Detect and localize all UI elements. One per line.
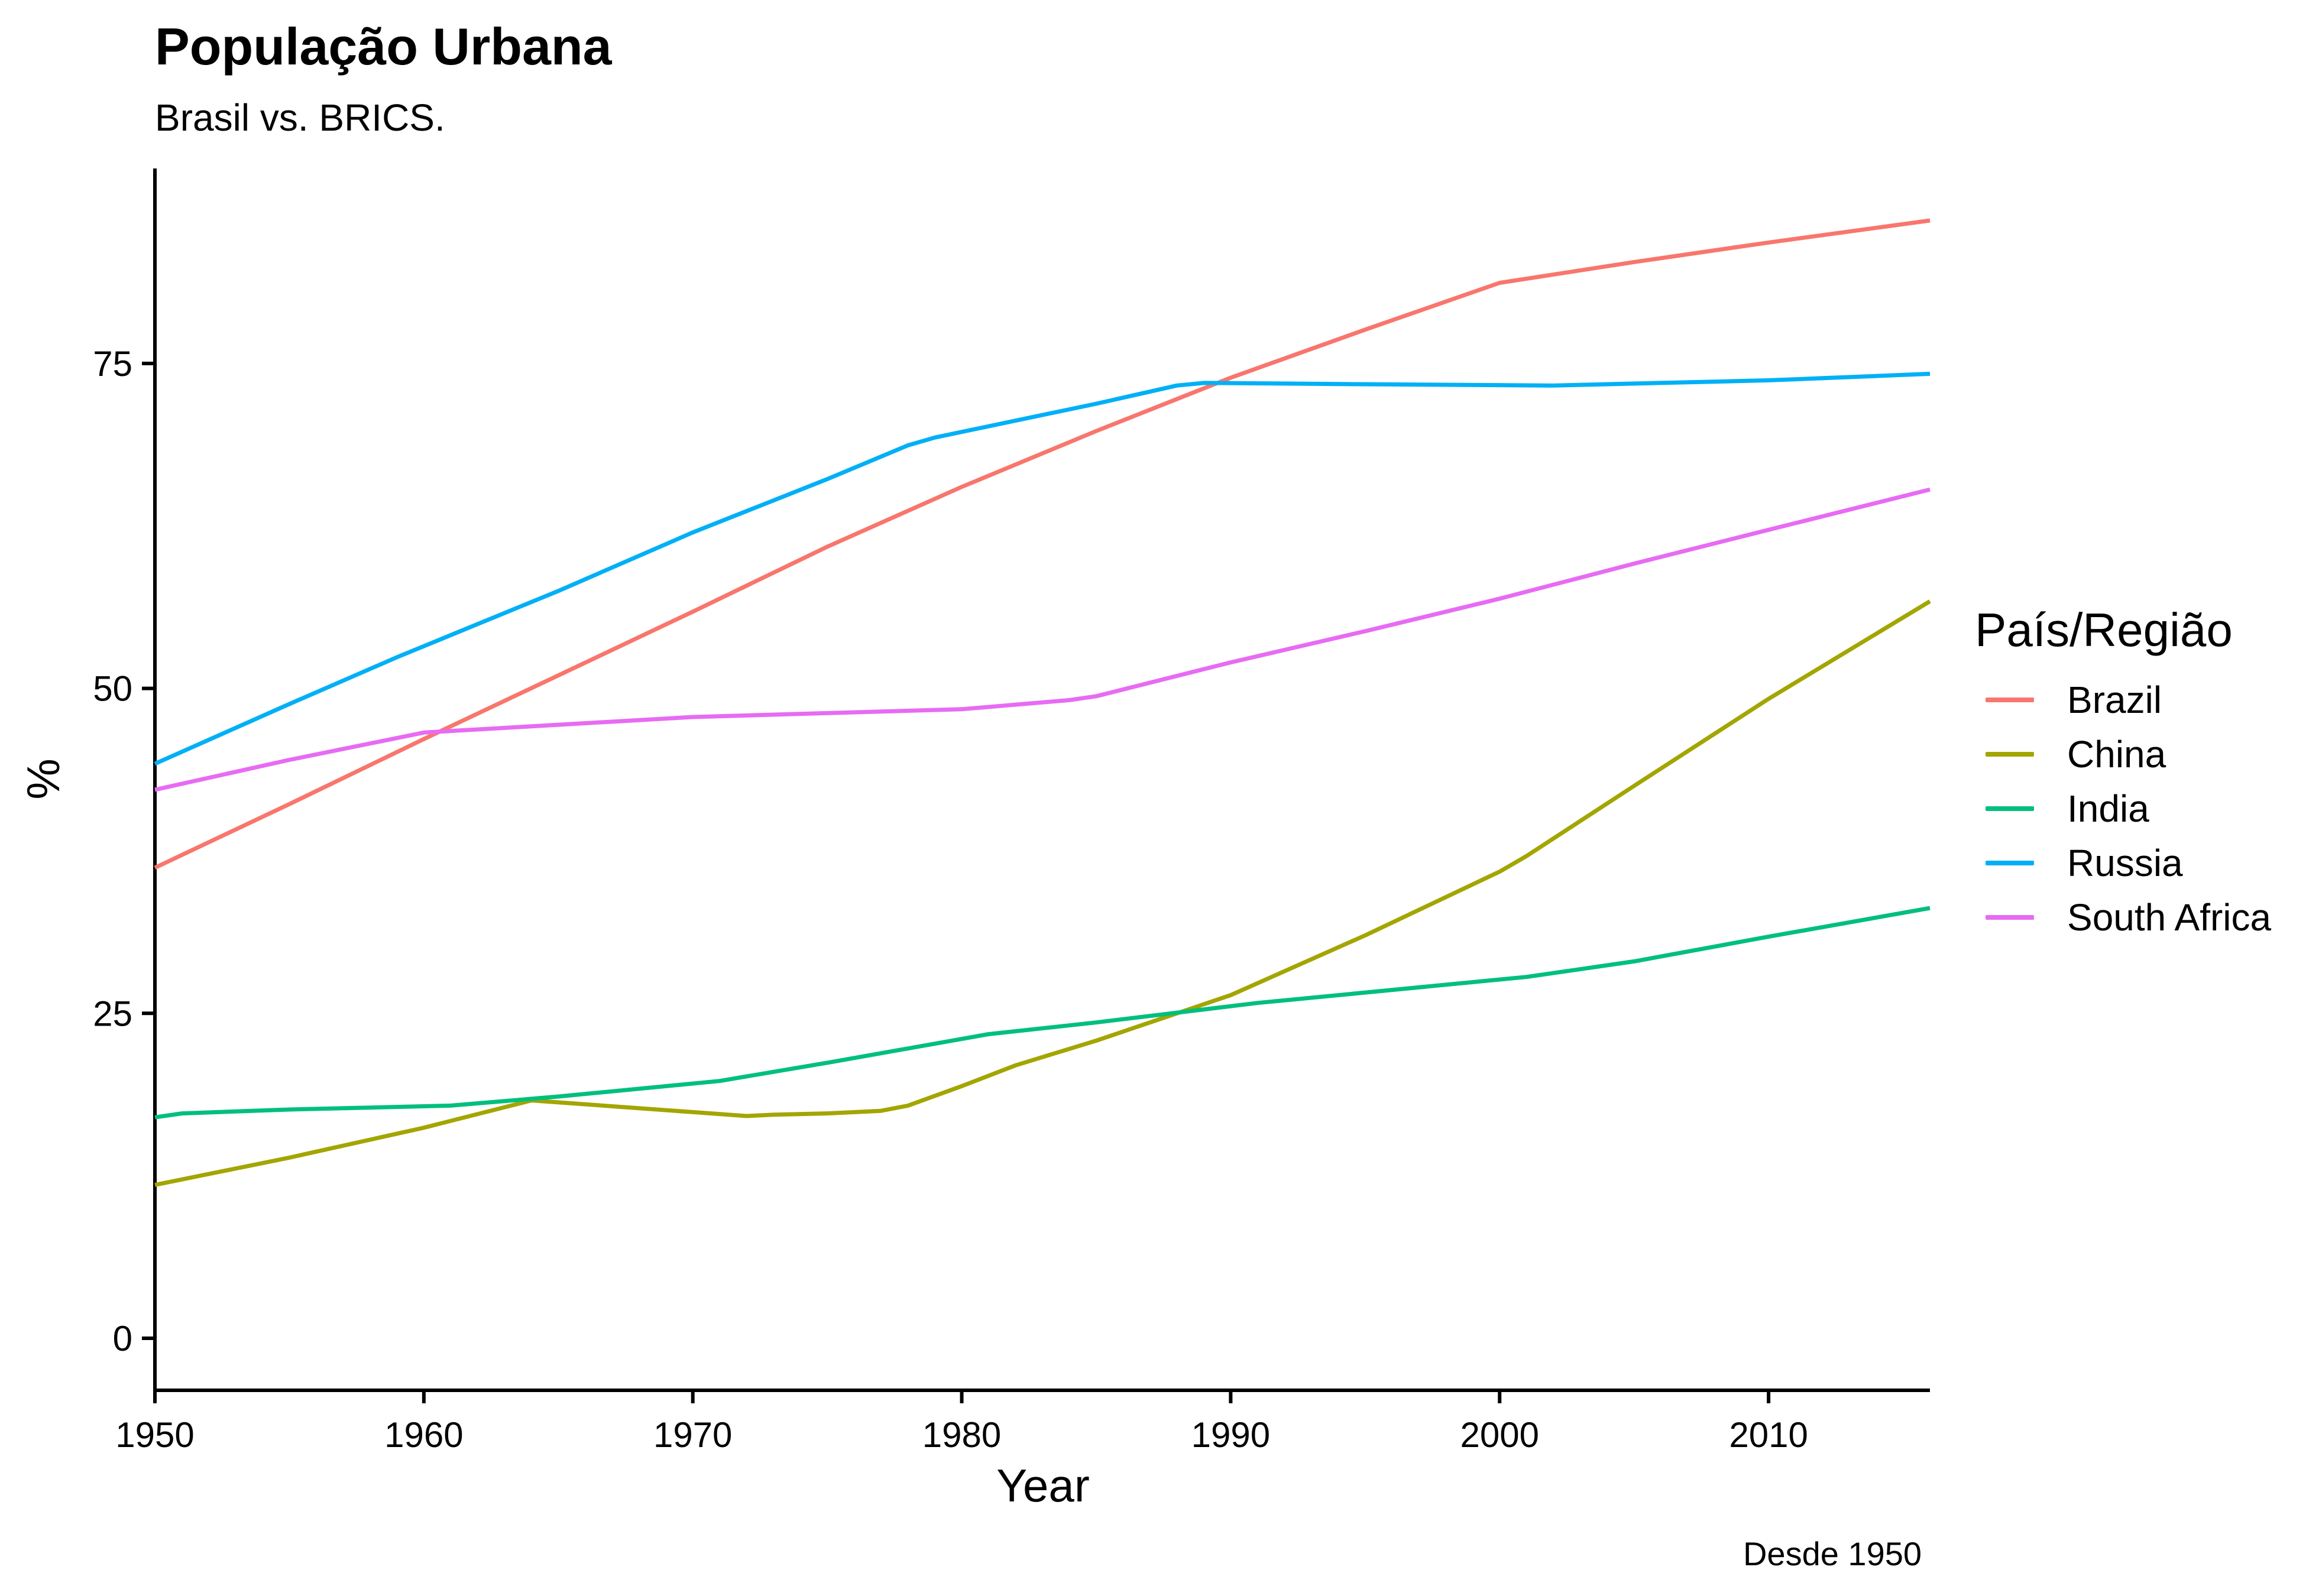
legend-item: India (1975, 781, 2271, 836)
legend-label: South Africa (2067, 896, 2272, 939)
legend-label: Brazil (2067, 679, 2162, 721)
x-tick-label: 1980 (922, 1415, 1001, 1455)
legend-key-line (1986, 861, 2034, 865)
legend-title: País/Região (1975, 604, 2233, 656)
y-tick-label: 50 (93, 669, 132, 709)
legend-item: South Africa (1975, 890, 2271, 945)
x-tick-label: 1960 (384, 1415, 463, 1455)
legend-key-line (1986, 806, 2034, 811)
y-tick-label: 0 (113, 1319, 132, 1358)
x-axis-title: Year (996, 1459, 1090, 1511)
legend-label: Russia (2067, 842, 2183, 884)
series-lines (154, 218, 1931, 1188)
x-tick-label: 2000 (1460, 1415, 1539, 1455)
legend-label: China (2067, 733, 2166, 776)
series-line-south-africa (154, 487, 1931, 792)
legend-key-line (1986, 752, 2034, 757)
series-line-india (154, 906, 1931, 1120)
x-tick-label: 2010 (1729, 1415, 1808, 1455)
y-tick-label: 25 (93, 994, 132, 1033)
y-axis-title: % (17, 758, 69, 799)
legend-item: Russia (1975, 836, 2271, 890)
x-tick-label: 1990 (1191, 1415, 1270, 1455)
series-line-brazil (154, 218, 1931, 870)
legend-item: Brazil (1975, 673, 2271, 727)
legend-label: India (2067, 787, 2149, 830)
legend-key-line (1986, 698, 2034, 702)
legend: País/Região Brazil China India Russia South … (1975, 603, 2271, 945)
x-tick-label: 1950 (115, 1415, 194, 1455)
y-tick-label: 75 (93, 344, 132, 384)
chart-title: População Urbana (155, 17, 612, 76)
legend-key-line (1986, 915, 2034, 920)
x-tick-label: 1970 (653, 1415, 732, 1455)
series-line-russia (154, 371, 1931, 766)
chart-caption: Desde 1950 (1743, 1535, 1922, 1572)
legend-items: Brazil China India Russia South Africa (1975, 673, 2271, 945)
legend-item: China (1975, 727, 2271, 781)
axes: 0 25 50 75 1950 1960 1970 1980 1990 2000 2010 (93, 168, 1930, 1455)
chart-subtitle: Brasil vs. BRICS. (155, 96, 445, 139)
series-line-china (154, 599, 1931, 1188)
